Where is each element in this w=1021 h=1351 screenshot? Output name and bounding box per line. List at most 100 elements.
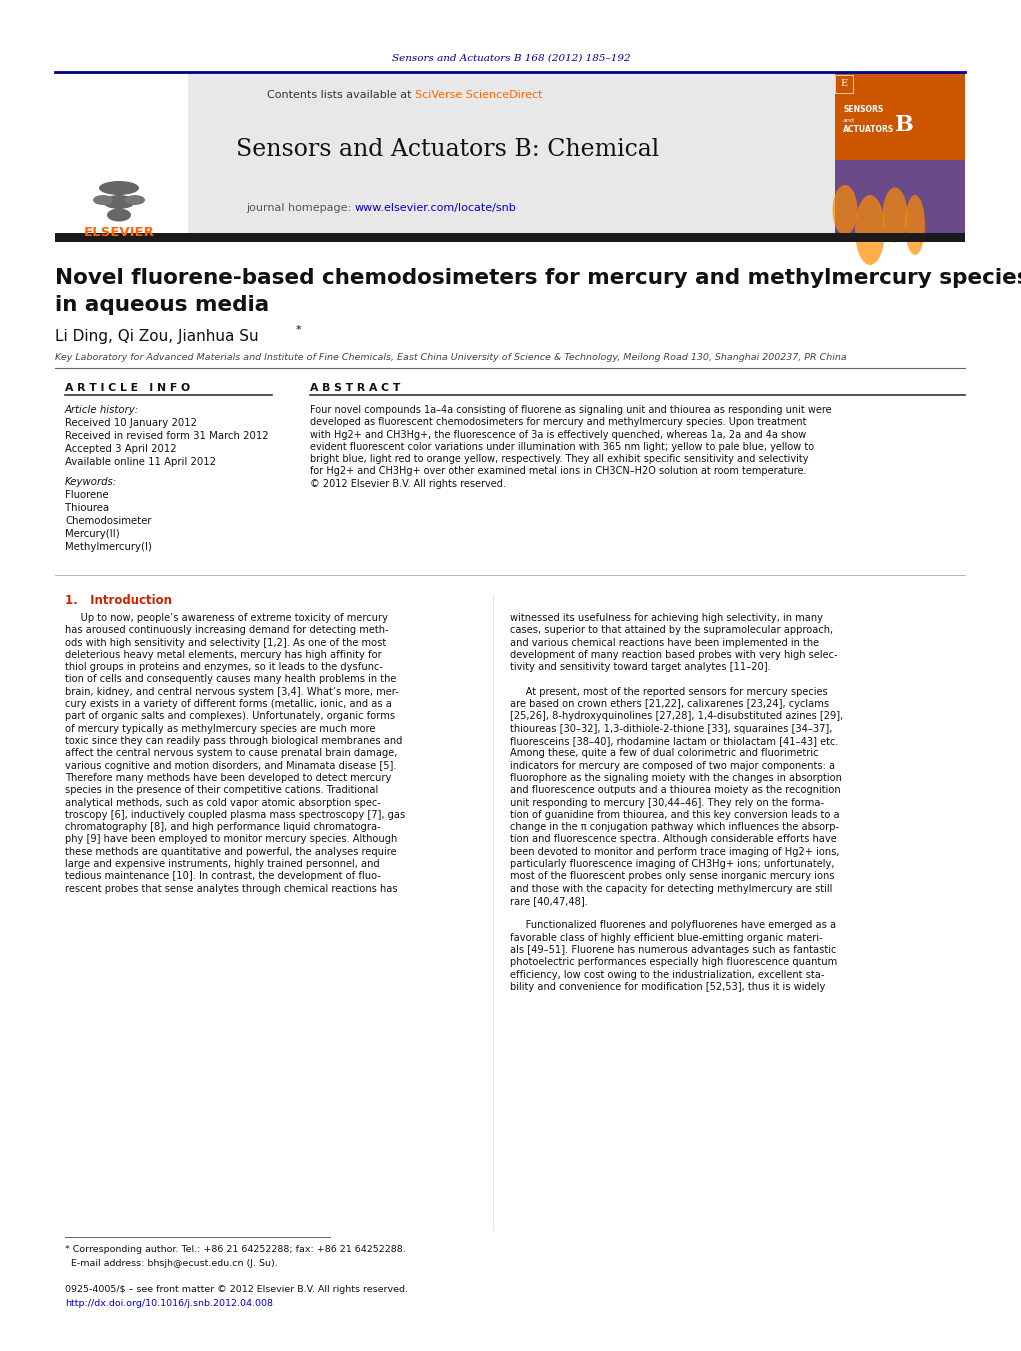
Text: chromatography [8], and high performance liquid chromatogra-: chromatography [8], and high performance… [65, 823, 381, 832]
Text: Sensors and Actuators B: Chemical: Sensors and Actuators B: Chemical [237, 139, 660, 162]
Text: for Hg2+ and CH3Hg+ over other examined metal ions in CH3CN–H2O solution at room: for Hg2+ and CH3Hg+ over other examined … [310, 466, 807, 477]
Text: * Corresponding author. Tel.: +86 21 64252288; fax: +86 21 64252288.: * Corresponding author. Tel.: +86 21 642… [65, 1246, 405, 1255]
Text: Received in revised form 31 March 2012: Received in revised form 31 March 2012 [65, 431, 269, 440]
Text: Four novel compounds 1a–4a consisting of fluorene as signaling unit and thiourea: Four novel compounds 1a–4a consisting of… [310, 405, 832, 415]
Text: Contents lists available at: Contents lists available at [268, 91, 415, 100]
Ellipse shape [855, 195, 885, 265]
Text: Sensors and Actuators B 168 (2012) 185–192: Sensors and Actuators B 168 (2012) 185–1… [392, 54, 630, 62]
Text: tion of cells and consequently causes many health problems in the: tion of cells and consequently causes ma… [65, 674, 396, 685]
Text: Article history:: Article history: [65, 405, 139, 415]
Text: rescent probes that sense analytes through chemical reactions has: rescent probes that sense analytes throu… [65, 884, 397, 893]
Text: with Hg2+ and CH3Hg+, the fluorescence of 3a is effectively quenched, whereas 1a: with Hg2+ and CH3Hg+, the fluorescence o… [310, 430, 807, 439]
Text: troscopy [6], inductively coupled plasma mass spectroscopy [7], gas: troscopy [6], inductively coupled plasma… [65, 809, 405, 820]
Text: and those with the capacity for detecting methylmercury are still: and those with the capacity for detectin… [510, 884, 832, 893]
Text: has aroused continuously increasing demand for detecting meth-: has aroused continuously increasing dema… [65, 626, 389, 635]
Ellipse shape [107, 208, 131, 222]
Text: species in the presence of their competitive cations. Traditional: species in the presence of their competi… [65, 785, 378, 796]
Text: Fluorene: Fluorene [65, 490, 108, 500]
Text: tedious maintenance [10]. In contrast, the development of fluo-: tedious maintenance [10]. In contrast, t… [65, 871, 381, 881]
Text: bility and convenience for modification [52,53], thus it is widely: bility and convenience for modification … [510, 982, 825, 992]
Text: Key Laboratory for Advanced Materials and Institute of Fine Chemicals, East Chin: Key Laboratory for Advanced Materials an… [55, 353, 846, 362]
Text: brain, kidney, and central nervous system [3,4]. What’s more, mer-: brain, kidney, and central nervous syste… [65, 686, 399, 697]
Text: A R T I C L E   I N F O: A R T I C L E I N F O [65, 382, 190, 393]
Ellipse shape [103, 195, 135, 209]
Text: particularly fluorescence imaging of CH3Hg+ ions; unfortunately,: particularly fluorescence imaging of CH3… [510, 859, 834, 869]
Text: development of many reaction based probes with very high selec-: development of many reaction based probe… [510, 650, 837, 659]
Bar [55, 72, 188, 240]
Text: change in the π conjugation pathway which influences the absorp-: change in the π conjugation pathway whic… [510, 823, 839, 832]
Ellipse shape [832, 185, 858, 235]
Text: SciVerse ScienceDirect: SciVerse ScienceDirect [415, 91, 542, 100]
Text: unit responding to mercury [30,44–46]. They rely on the forma-: unit responding to mercury [30,44–46]. T… [510, 797, 824, 808]
Text: Available online 11 April 2012: Available online 11 April 2012 [65, 457, 216, 467]
Text: Li Ding, Qi Zou, Jianhua Su: Li Ding, Qi Zou, Jianhua Su [55, 328, 258, 343]
Text: bright blue, light red to orange yellow, respectively. They all exhibit specific: bright blue, light red to orange yellow,… [310, 454, 809, 465]
Text: and various chemical reactions have been implemented in the: and various chemical reactions have been… [510, 638, 819, 647]
Text: ods with high sensitivity and selectivity [1,2]. As one of the most: ods with high sensitivity and selectivit… [65, 638, 386, 647]
Text: Functionalized fluorenes and polyfluorenes have emerged as a: Functionalized fluorenes and polyfluoren… [510, 920, 836, 931]
Bar [55, 232, 965, 242]
Text: A B S T R A C T: A B S T R A C T [310, 382, 400, 393]
Text: thioureas [30–32], 1,3-dithiole-2-thione [33], squaraines [34–37],: thioureas [30–32], 1,3-dithiole-2-thione… [510, 724, 832, 734]
Text: *: * [296, 326, 301, 335]
Text: in aqueous media: in aqueous media [55, 295, 270, 315]
Text: SENSORS: SENSORS [843, 105, 883, 115]
Text: E-mail address: bhsjh@ecust.edu.cn (J. Su).: E-mail address: bhsjh@ecust.edu.cn (J. S… [65, 1259, 278, 1267]
Text: fluoresceins [38–40], rhodamine lactam or thiolactam [41–43] etc.: fluoresceins [38–40], rhodamine lactam o… [510, 736, 838, 746]
Text: evident fluorescent color variations under illumination with 365 nm light; yello: evident fluorescent color variations und… [310, 442, 814, 451]
Text: ELSEVIER: ELSEVIER [84, 226, 154, 239]
Text: phy [9] have been employed to monitor mercury species. Although: phy [9] have been employed to monitor me… [65, 835, 397, 844]
Text: these methods are quantitative and powerful, the analyses require: these methods are quantitative and power… [65, 847, 396, 857]
Ellipse shape [905, 195, 925, 255]
Text: and fluorescence outputs and a thiourea moiety as the recognition: and fluorescence outputs and a thiourea … [510, 785, 840, 796]
Text: B: B [895, 113, 914, 136]
Text: [25,26], 8-hydroxyquinolines [27,28], 1,4-disubstituted azines [29],: [25,26], 8-hydroxyquinolines [27,28], 1,… [510, 712, 843, 721]
Ellipse shape [99, 181, 139, 195]
Text: indicators for mercury are composed of two major components: a: indicators for mercury are composed of t… [510, 761, 835, 770]
Text: of mercury typically as methylmercury species are much more: of mercury typically as methylmercury sp… [65, 724, 376, 734]
Text: Up to now, people’s awareness of extreme toxicity of mercury: Up to now, people’s awareness of extreme… [65, 613, 388, 623]
Text: efficiency, low cost owing to the industrialization, excellent sta-: efficiency, low cost owing to the indust… [510, 970, 825, 979]
Text: been devoted to monitor and perform trace imaging of Hg2+ ions,: been devoted to monitor and perform trac… [510, 847, 839, 857]
Text: developed as fluorescent chemodosimeters for mercury and methylmercury species. : developed as fluorescent chemodosimeters… [310, 417, 807, 427]
Text: deleterious heavy metal elements, mercury has high affinity for: deleterious heavy metal elements, mercur… [65, 650, 382, 659]
Text: most of the fluorescent probes only sense inorganic mercury ions: most of the fluorescent probes only sens… [510, 871, 834, 881]
Bar [116, 188, 121, 218]
Text: photoelectric performances especially high fluorescence quantum: photoelectric performances especially hi… [510, 958, 837, 967]
Text: analytical methods, such as cold vapor atomic absorption spec-: analytical methods, such as cold vapor a… [65, 797, 381, 808]
Text: affect the central nervous system to cause prenatal brain damage,: affect the central nervous system to cau… [65, 748, 397, 758]
Text: part of organic salts and complexes). Unfortunately, organic forms: part of organic salts and complexes). Un… [65, 712, 395, 721]
Bar [835, 72, 965, 240]
Text: tivity and sensitivity toward target analytes [11–20].: tivity and sensitivity toward target ana… [510, 662, 771, 673]
Text: Thiourea: Thiourea [65, 503, 109, 513]
Text: At present, most of the reported sensors for mercury species: At present, most of the reported sensors… [510, 686, 828, 697]
Text: Methylmercury(I): Methylmercury(I) [65, 542, 152, 553]
Text: E: E [840, 80, 847, 89]
Text: http://dx.doi.org/10.1016/j.snb.2012.04.008: http://dx.doi.org/10.1016/j.snb.2012.04.… [65, 1298, 273, 1308]
Text: als [49–51]. Fluorene has numerous advantages such as fantastic: als [49–51]. Fluorene has numerous advan… [510, 946, 836, 955]
Bar [835, 159, 965, 240]
Text: and: and [843, 118, 855, 123]
Text: © 2012 Elsevier B.V. All rights reserved.: © 2012 Elsevier B.V. All rights reserved… [310, 478, 505, 489]
Text: 0925-4005/$ – see front matter © 2012 Elsevier B.V. All rights reserved.: 0925-4005/$ – see front matter © 2012 El… [65, 1286, 408, 1294]
Text: are based on crown ethers [21,22], calixarenes [23,24], cyclams: are based on crown ethers [21,22], calix… [510, 698, 829, 709]
Text: toxic since they can readily pass through biological membranes and: toxic since they can readily pass throug… [65, 736, 402, 746]
Bar [835, 76, 853, 93]
Text: Therefore many methods have been developed to detect mercury: Therefore many methods have been develop… [65, 773, 391, 782]
Ellipse shape [93, 195, 113, 205]
Text: journal homepage:: journal homepage: [246, 203, 355, 213]
Text: thiol groups in proteins and enzymes, so it leads to the dysfunc-: thiol groups in proteins and enzymes, so… [65, 662, 383, 673]
Text: www.elsevier.com/locate/snb: www.elsevier.com/locate/snb [355, 203, 517, 213]
Text: various cognitive and motion disorders, and Minamata disease [5].: various cognitive and motion disorders, … [65, 761, 396, 770]
Text: 1.   Introduction: 1. Introduction [65, 593, 172, 607]
Text: rare [40,47,48].: rare [40,47,48]. [510, 896, 588, 907]
Text: Mercury(II): Mercury(II) [65, 530, 119, 539]
Ellipse shape [125, 195, 145, 205]
Text: Among these, quite a few of dual colorimetric and fluorimetric: Among these, quite a few of dual colorim… [510, 748, 819, 758]
Text: tion and fluorescence spectra. Although considerable efforts have: tion and fluorescence spectra. Although … [510, 835, 837, 844]
Text: large and expensive instruments, highly trained personnel, and: large and expensive instruments, highly … [65, 859, 380, 869]
Text: Received 10 January 2012: Received 10 January 2012 [65, 417, 197, 428]
Text: Accepted 3 April 2012: Accepted 3 April 2012 [65, 444, 177, 454]
Text: favorable class of highly efficient blue-emitting organic materi-: favorable class of highly efficient blue… [510, 932, 823, 943]
Bar [55, 72, 835, 240]
